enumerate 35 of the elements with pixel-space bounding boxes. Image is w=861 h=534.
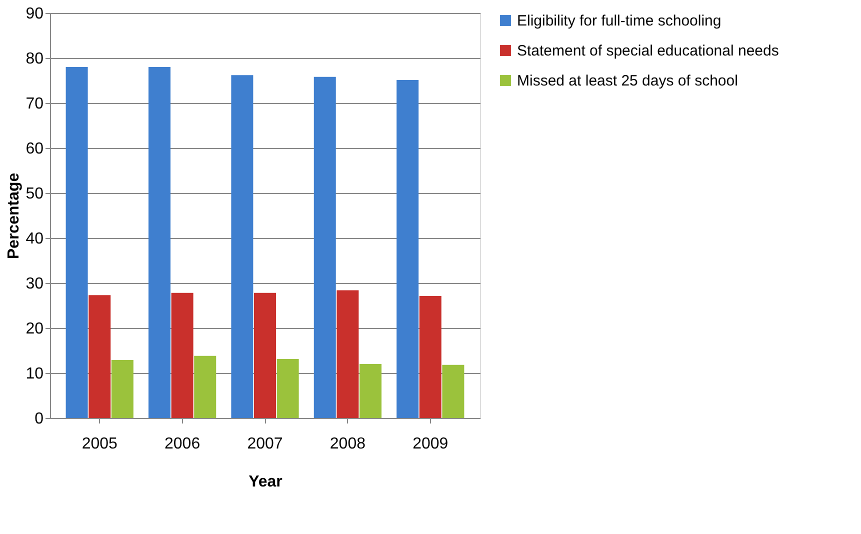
legend-label: Eligibility for full-time schooling (517, 12, 722, 30)
bar (171, 292, 194, 418)
bar (360, 364, 382, 418)
y-tick-label: 20 (26, 320, 44, 338)
x-tick-label: 2007 (247, 436, 283, 452)
bar (254, 292, 276, 418)
bar (66, 67, 88, 418)
y-tick-label: 40 (26, 230, 44, 248)
bar (314, 76, 336, 418)
y-tick-label: 80 (26, 50, 44, 68)
bar (88, 295, 111, 418)
y-tick-label: 70 (26, 96, 44, 112)
x-tick-label: 2009 (412, 436, 448, 452)
bar (194, 356, 216, 418)
legend-label: Missed at least 25 days of school (517, 72, 738, 90)
y-tick-label: 90 (26, 6, 44, 22)
bar (231, 75, 254, 418)
bar (396, 80, 419, 418)
x-tick-label: 2005 (82, 436, 118, 452)
y-axis-title: Percentage (6, 172, 23, 260)
legend-label: Statement of special educational needs (517, 42, 779, 60)
x-axis-title: Year (248, 474, 282, 490)
y-tick-label: 30 (26, 276, 44, 292)
bar (336, 290, 359, 418)
y-tick-label: 50 (26, 186, 44, 202)
x-tick-label: 2006 (164, 436, 200, 452)
y-tick-label: 60 (26, 140, 44, 158)
bar (276, 359, 299, 418)
y-tick-label: 10 (26, 366, 44, 382)
y-tick-label: 0 (34, 410, 44, 428)
bar (419, 296, 442, 418)
x-tick-label: 2008 (330, 436, 366, 452)
bar (111, 360, 134, 418)
bar (148, 67, 170, 418)
bar (442, 364, 464, 418)
